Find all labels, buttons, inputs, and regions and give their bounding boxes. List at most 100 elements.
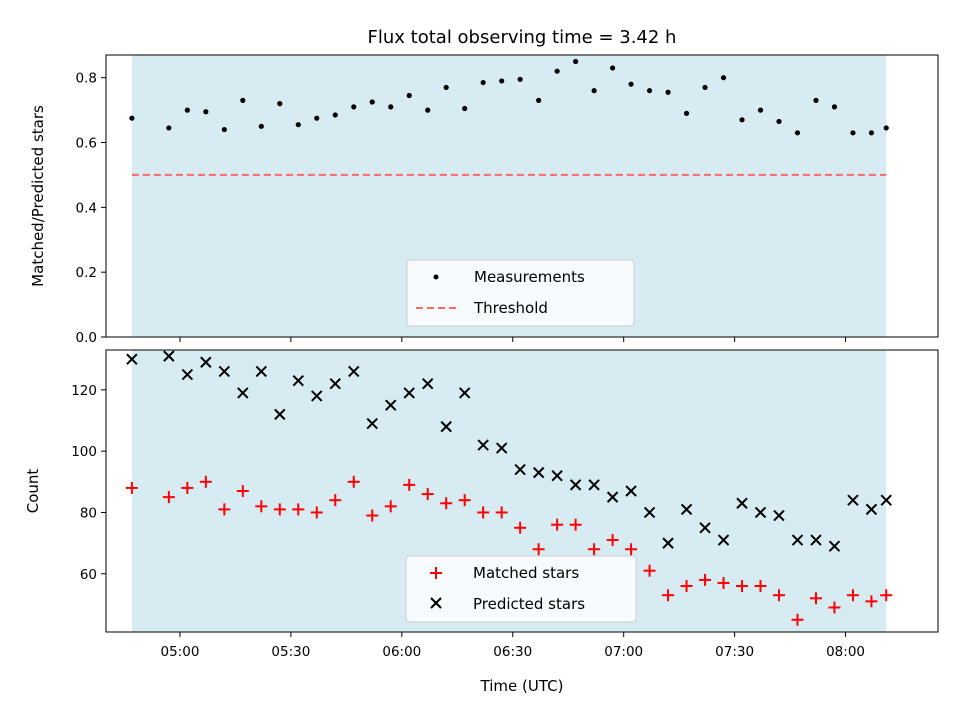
predicted-star-stroke-b: [126, 353, 138, 365]
top-axes-frame: [105, 54, 939, 338]
predicted-star-point: [495, 442, 508, 454]
predicted-star-point: [311, 390, 323, 402]
measurement-point: [369, 99, 375, 105]
predicted-star-stroke-b: [754, 506, 767, 519]
measurement-point: [129, 115, 135, 121]
matched-star-point: [625, 543, 638, 556]
predicted-star-stroke-b: [606, 491, 619, 503]
top-y-tick-label: 0.2: [76, 265, 97, 281]
predicted-star-stroke-b: [625, 485, 637, 497]
top-y-tick-label: 0.8: [76, 71, 97, 87]
matched-star-point: [292, 503, 305, 516]
predicted-star-stroke-b: [773, 509, 785, 522]
measurement-point: [184, 107, 190, 113]
measurement-point: [739, 117, 745, 123]
matched-star-point: [699, 573, 712, 586]
predicted-star-stroke-b: [403, 387, 415, 399]
predicted-star-stroke-b: [828, 540, 841, 552]
predicted-star-point: [643, 506, 656, 519]
matched-star-point: [846, 589, 859, 602]
predicted-star-point: [551, 469, 563, 482]
matched-star-point: [255, 500, 268, 513]
predicted-star-stroke-b: [847, 494, 859, 506]
matched-star-point: [199, 475, 212, 488]
matched-star-point: [772, 589, 785, 602]
matched-star-point: [588, 543, 601, 556]
measurement-point: [499, 78, 505, 84]
legend-matched-marker: [430, 567, 442, 579]
count-points: [125, 350, 893, 626]
matched-star-point: [643, 564, 656, 577]
measurement-point: [388, 104, 394, 110]
matched-star-point: [477, 506, 490, 519]
matched-star-point: [569, 518, 582, 531]
measurement-point: [831, 104, 838, 110]
measurement-point: [536, 97, 542, 103]
predicted-star-stroke-b: [880, 494, 892, 506]
measurement-point: [665, 89, 671, 95]
legend-threshold-label: Threshold: [473, 299, 548, 317]
predicted-star-point: [348, 365, 360, 378]
bottom-y-tick-label: 120: [71, 383, 97, 399]
matched-star-point: [403, 478, 416, 491]
x-axis-label: Time (UTC): [480, 677, 564, 695]
bottom-x-ticks: 05:00 05:30 06:00 06:30 07:00 07:30 08:00: [161, 632, 865, 660]
matched-star-point: [310, 506, 323, 519]
count-panel: 60 80 100 120 05:00 05:30 06:00 06:30 07:00 07:3…: [24, 349, 939, 695]
predicted-star-point: [773, 509, 785, 522]
measurement-point: [609, 65, 616, 71]
matched-star-point: [551, 518, 564, 531]
predicted-star-stroke-b: [274, 408, 286, 421]
measurement-point: [332, 112, 338, 118]
bottom-y-tick-label: 60: [80, 567, 97, 583]
predicted-star-point: [847, 494, 859, 506]
legend-predicted-marker: [430, 597, 442, 609]
predicted-star-point: [532, 466, 545, 479]
predicted-star-point: [181, 368, 194, 381]
matched-star-point: [880, 589, 893, 602]
x-tick-label: 07:30: [715, 644, 754, 660]
predicted-star-point: [791, 534, 804, 546]
measurement-point: [591, 88, 597, 94]
measurement-point: [351, 104, 357, 110]
predicted-star-stroke-b: [791, 534, 804, 546]
predicted-star-point: [514, 463, 526, 476]
measurement-point: [883, 125, 889, 131]
top-y-tick-label: 0.4: [76, 200, 97, 216]
matched-star-point: [366, 509, 379, 522]
predicted-star-point: [588, 479, 600, 491]
measurement-point: [166, 125, 172, 131]
matched-star-point: [532, 543, 545, 556]
predicted-star-stroke-b: [440, 420, 452, 433]
measurement-point: [683, 110, 690, 116]
matched-star-point: [273, 503, 286, 516]
predicted-star-point: [606, 491, 619, 503]
measurement-point: [757, 107, 764, 113]
predicted-star-point: [200, 356, 212, 368]
predicted-star-stroke-b: [588, 479, 600, 491]
top-legend: Measurements Threshold: [406, 259, 635, 327]
predicted-star-stroke-b: [477, 439, 489, 451]
bottom-y-ticks: 60 80 100 120: [71, 383, 106, 583]
predicted-star-point: [828, 540, 841, 552]
measurement-point: [517, 76, 523, 82]
predicted-star-stroke-b: [311, 390, 323, 402]
top-x-ticks: [179, 337, 847, 342]
predicted-star-point: [810, 534, 822, 546]
predicted-star-point: [421, 378, 434, 390]
matched-star-point: [347, 475, 360, 488]
predicted-star-point: [699, 522, 711, 534]
predicted-star-point: [625, 485, 637, 497]
predicted-star-stroke-b: [736, 497, 748, 509]
predicted-star-stroke-b: [200, 356, 212, 368]
predicted-star-point: [163, 350, 175, 362]
predicted-star-point: [329, 378, 341, 390]
predicted-star-stroke-b: [329, 378, 341, 390]
measurement-point: [702, 84, 708, 91]
x-tick-label: 05:30: [271, 644, 310, 660]
matched-star-point: [458, 494, 471, 507]
predicted-star-point: [274, 408, 286, 421]
matched-star-point: [809, 592, 822, 605]
measurement-point: [646, 88, 653, 94]
